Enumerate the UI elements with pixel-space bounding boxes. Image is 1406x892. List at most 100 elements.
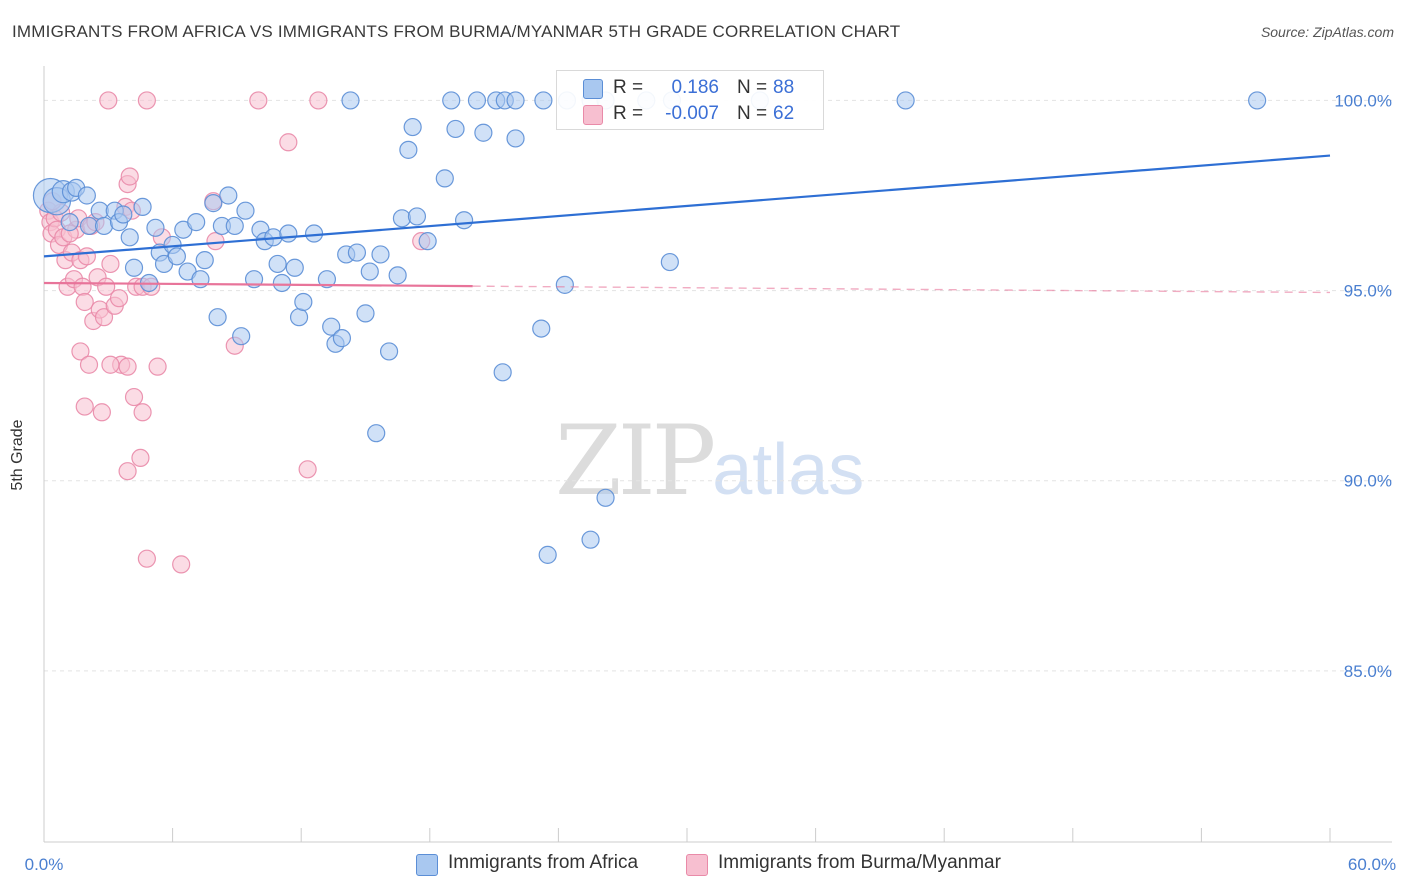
africa-point xyxy=(371,245,390,264)
africa-point xyxy=(660,252,679,272)
burma-point xyxy=(77,247,96,266)
y-tick-label: 85.0% xyxy=(1344,662,1392,681)
africa-point xyxy=(114,205,133,224)
chart-title: IMMIGRANTS FROM AFRICA VS IMMIGRANTS FRO… xyxy=(12,22,901,41)
africa-point xyxy=(555,275,574,294)
africa-point xyxy=(341,91,360,110)
africa-n-value: 88 xyxy=(773,77,795,98)
africa-r-value: 0.186 xyxy=(671,77,719,98)
burma-point xyxy=(99,91,118,110)
burma-point xyxy=(94,308,114,327)
africa-point xyxy=(367,424,386,443)
africa-point xyxy=(896,91,915,110)
africa-point xyxy=(1248,91,1267,110)
x-tick-label: 0.0% xyxy=(25,855,64,874)
burma-point xyxy=(133,403,152,422)
watermark: ZIPatlas xyxy=(555,405,864,517)
burma-point xyxy=(73,277,92,296)
burma-point xyxy=(71,342,90,361)
legend: Immigrants from Africa Immigrants from B… xyxy=(0,852,1406,880)
burma-point xyxy=(131,448,150,468)
africa-point xyxy=(304,224,324,243)
stats-box: R = 0.186 N = 88 R = -0.007 N = 62 xyxy=(556,70,824,130)
africa-point xyxy=(124,258,144,277)
africa-point xyxy=(506,129,525,148)
africa-r-label: R = xyxy=(613,77,644,98)
africa-point xyxy=(399,140,418,159)
burma-point xyxy=(124,387,144,407)
africa-swatch xyxy=(583,79,603,99)
africa-point xyxy=(60,213,79,232)
burma-point xyxy=(309,91,328,110)
burma-point xyxy=(92,403,111,422)
burma-point xyxy=(75,292,94,312)
africa-point xyxy=(454,211,474,230)
burma-point xyxy=(148,357,167,376)
legend-africa-swatch xyxy=(416,854,438,876)
stats-row-burma: R = -0.007 N = 62 xyxy=(557,101,823,127)
africa-point xyxy=(195,251,214,270)
tick-labels: 85.0% 90.0% 95.0% 100.0% 0.0% 60.0% xyxy=(25,91,1396,874)
africa-point xyxy=(294,292,313,312)
africa-point xyxy=(347,243,367,262)
africa-point xyxy=(146,218,165,237)
africa-point xyxy=(187,213,206,232)
africa-point xyxy=(219,186,238,205)
africa-point xyxy=(322,317,341,336)
burma-point xyxy=(101,254,120,274)
burma-point xyxy=(137,549,156,568)
burma-point xyxy=(109,289,129,308)
burma-n-value: 62 xyxy=(773,103,795,124)
africa-point xyxy=(407,207,427,226)
africa-point xyxy=(418,232,437,251)
legend-burma-label: Immigrants from Burma/Myanmar xyxy=(718,852,1001,873)
africa-point xyxy=(208,308,227,327)
africa-point xyxy=(268,254,287,274)
africa-point xyxy=(403,117,422,137)
watermark-atlas: atlas xyxy=(712,430,865,510)
burma-r-label: R = xyxy=(613,103,644,124)
africa-point xyxy=(538,545,557,564)
burma-point xyxy=(279,133,298,152)
burma-n-label: N = xyxy=(737,103,768,124)
burma-point xyxy=(118,462,137,481)
africa-point xyxy=(388,266,407,285)
burma-point xyxy=(120,167,139,186)
africa-point xyxy=(225,216,244,236)
africa-point xyxy=(474,123,493,142)
source-attribution: Source: ZipAtlas.com xyxy=(1260,24,1394,40)
burma-point xyxy=(298,460,317,479)
africa-point xyxy=(581,530,600,549)
africa-point xyxy=(77,186,96,205)
africa-point xyxy=(204,194,223,213)
africa-point xyxy=(133,197,152,217)
africa-point xyxy=(596,488,615,507)
y-tick-label: 95.0% xyxy=(1344,282,1392,301)
africa-point xyxy=(379,342,399,361)
africa-point xyxy=(356,304,375,323)
burma-point xyxy=(79,355,99,374)
burma-point xyxy=(206,232,225,251)
burma-trend-line xyxy=(43,281,473,288)
x-tick-label: 60.0% xyxy=(1348,855,1396,874)
africa-n-label: N = xyxy=(737,77,768,98)
burma-point xyxy=(249,91,268,110)
burma-point xyxy=(101,355,120,374)
africa-point xyxy=(285,258,304,277)
africa-point xyxy=(534,91,553,110)
grid-lines xyxy=(44,99,1392,672)
africa-point xyxy=(446,119,465,139)
africa-points xyxy=(32,91,1267,564)
burma-trend-line-extension xyxy=(472,285,1331,294)
africa-point xyxy=(467,91,487,110)
watermark-zip: ZIP xyxy=(555,405,716,517)
legend-burma-swatch xyxy=(686,854,708,876)
legend-africa-label: Immigrants from Africa xyxy=(448,852,639,873)
africa-point xyxy=(360,262,379,281)
africa-point xyxy=(332,329,352,348)
burma-swatch xyxy=(583,105,603,125)
africa-point xyxy=(232,327,251,346)
africa-point xyxy=(317,270,337,289)
africa-point xyxy=(289,308,309,327)
